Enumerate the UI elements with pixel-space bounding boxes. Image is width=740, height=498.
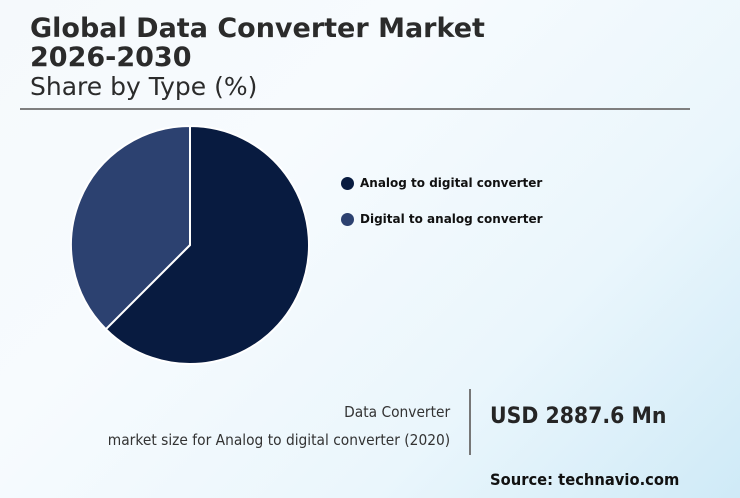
market-size-caption-line2: market size for Analog to digital conver… [107, 431, 450, 449]
market-size-value: USD 2887.6 Mn [490, 404, 667, 429]
chart-subtitle: Share by Type (%) [30, 72, 258, 101]
stat-divider [469, 389, 471, 455]
legend-dot-icon [341, 212, 354, 226]
legend-label: Digital to analog converter [360, 212, 543, 226]
pie-chart [70, 125, 310, 365]
legend-label: Analog to digital converter [360, 176, 543, 190]
source-credit: Source: technavio.com [490, 470, 680, 489]
legend-item-analog-to-digital: Analog to digital converter [341, 175, 543, 191]
pie-slice-1 [70, 125, 191, 331]
legend: Analog to digital converter Digital to a… [341, 175, 543, 247]
market-size-caption-line1: Data Converter [343, 403, 450, 421]
market-size-caption: Data Converter market size for Analog to… [108, 398, 450, 454]
legend-dot-icon [341, 176, 354, 190]
pie-slice-0 [104, 125, 310, 365]
chart-title: Global Data Converter Market 2026-2030 [30, 14, 485, 72]
chart-title-line2: 2026-2030 [30, 42, 192, 73]
chart-title-line1: Global Data Converter Market [30, 13, 485, 44]
header-divider [20, 108, 690, 110]
legend-item-digital-to-analog: Digital to analog converter [341, 211, 543, 227]
